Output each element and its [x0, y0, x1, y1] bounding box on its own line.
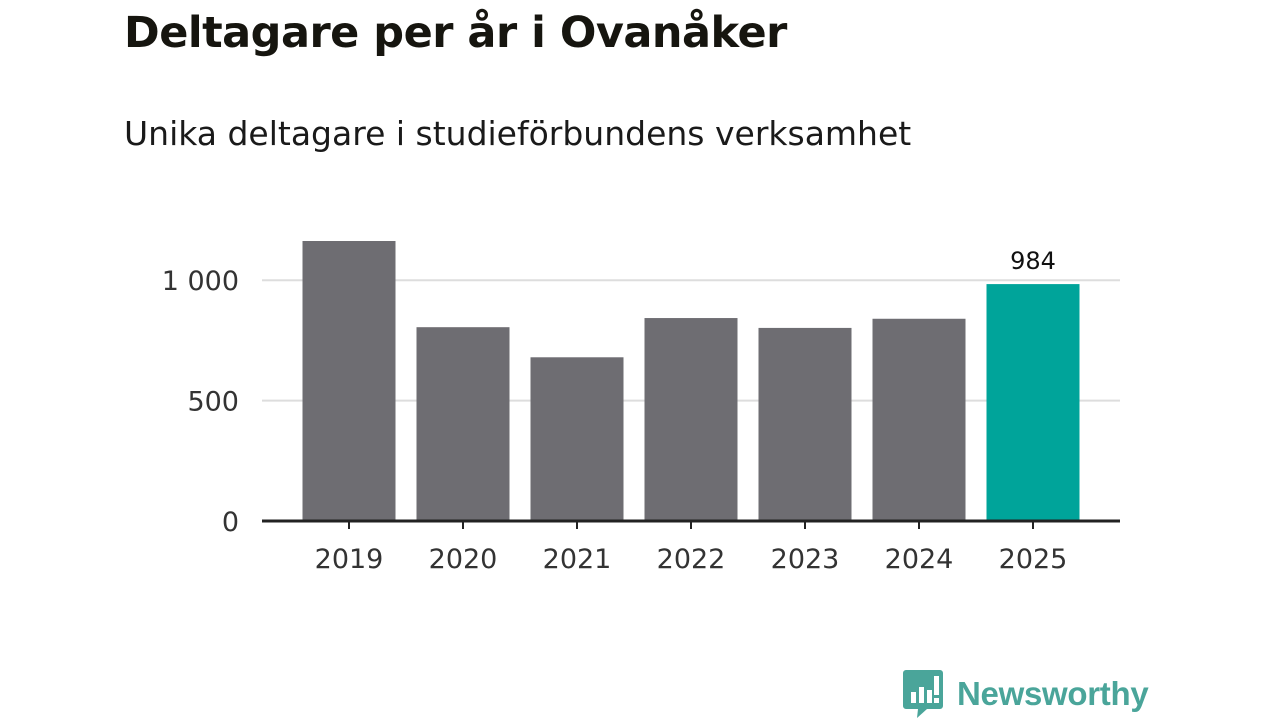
labels: 0 500 1 000 2019 2020 2021 2022 2023 2024 2025 984 — [162, 247, 1068, 575]
bar-2019 — [302, 241, 396, 521]
bar-2022 — [644, 318, 738, 521]
newsworthy-logo-text: Newsworthy — [957, 675, 1149, 712]
x-tick-label: 2019 — [315, 544, 384, 575]
x-axis — [262, 519, 1120, 529]
newsworthy-logo: Newsworthy — [903, 670, 1149, 718]
y-tick-label: 0 — [222, 507, 239, 538]
bar-2021 — [530, 357, 624, 521]
y-tick-label: 1 000 — [162, 266, 239, 297]
x-tick-label: 2023 — [771, 544, 840, 575]
x-tick-label: 2025 — [999, 544, 1068, 575]
data-label-2025: 984 — [1010, 247, 1056, 275]
y-tick-label: 500 — [187, 387, 239, 418]
chart-subtitle: Unika deltagare i studieförbundens verks… — [124, 114, 912, 153]
bar-2023 — [758, 327, 852, 521]
x-tick-label: 2022 — [657, 544, 726, 575]
bar-2025 — [986, 284, 1080, 521]
x-tick-label: 2020 — [429, 544, 498, 575]
chart-title: Deltagare per år i Ovanåker — [124, 8, 787, 58]
x-tick-label: 2024 — [885, 544, 954, 575]
newsworthy-logo-icon — [903, 670, 943, 718]
bar-2024 — [872, 318, 966, 521]
x-tick-label: 2021 — [543, 544, 612, 575]
bar-2020 — [416, 327, 510, 521]
bars — [302, 241, 1080, 521]
